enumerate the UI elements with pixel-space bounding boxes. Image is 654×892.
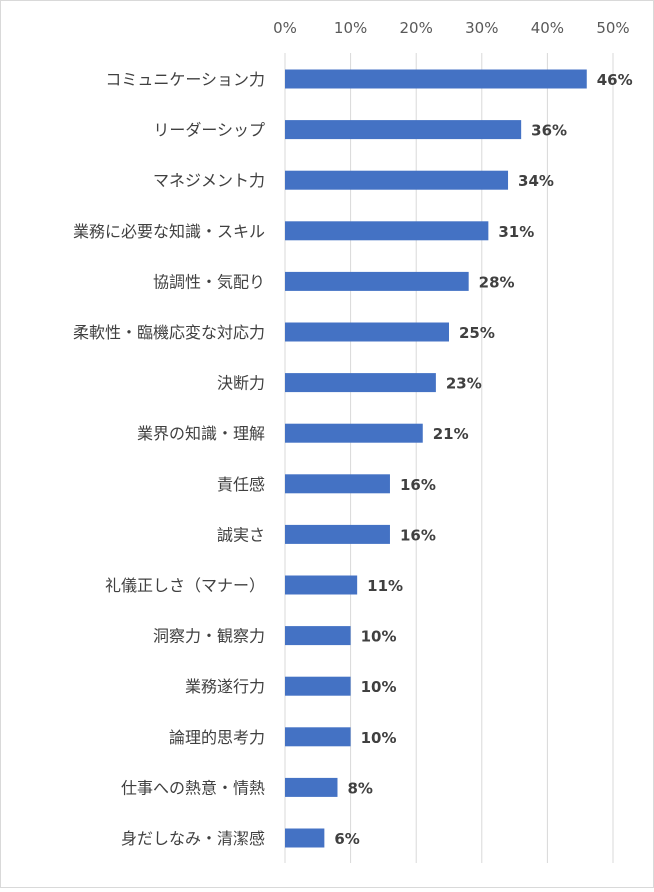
category-label: 論理的思考力 — [169, 728, 265, 747]
data-label: 10% — [361, 729, 397, 747]
data-label: 10% — [361, 678, 397, 696]
category-label: 誠実さ — [217, 525, 265, 544]
data-labels: 46% 36% 34% 31% 28% 25% 23% 21% 16% 16% 11% 10% 10% 1… — [334, 71, 632, 848]
bar — [285, 423, 423, 443]
category-label: 業界の知識・理解 — [137, 424, 265, 443]
x-tick-label: 30% — [465, 19, 498, 37]
category-labels: コミュニケーション力リーダーシップマネジメント力業務に必要な知識・スキル協調性・… — [73, 70, 265, 848]
category-label: 柔軟性・臨機応変な対応力 — [73, 323, 265, 342]
bar — [285, 373, 436, 393]
bar — [285, 626, 351, 646]
category-label: 礼儀正しさ（マナー） — [105, 576, 265, 595]
data-label: 23% — [446, 375, 482, 393]
category-label: 責任感 — [217, 475, 265, 494]
data-label: 10% — [361, 628, 397, 646]
bars — [285, 69, 587, 848]
bar — [285, 575, 358, 595]
data-label: 34% — [518, 172, 554, 190]
category-label: 協調性・気配り — [153, 272, 265, 291]
data-label: 31% — [498, 223, 534, 241]
data-label: 6% — [334, 830, 359, 848]
data-label: 11% — [367, 577, 403, 595]
data-label: 8% — [347, 779, 372, 797]
data-label: 16% — [400, 476, 436, 494]
data-label: 28% — [479, 273, 515, 291]
category-label: 決断力 — [217, 374, 265, 393]
category-label: コミュニケーション力 — [105, 70, 265, 89]
bar — [285, 474, 390, 494]
category-label: 業務遂行力 — [185, 677, 265, 696]
bar — [285, 322, 449, 342]
category-label: マネジメント力 — [153, 171, 265, 190]
bar — [285, 524, 390, 544]
bar — [285, 120, 522, 140]
bar — [285, 777, 338, 797]
category-label: 仕事への熱意・情熱 — [121, 778, 265, 797]
data-label: 46% — [597, 71, 633, 89]
bar — [285, 727, 351, 747]
x-tick-label: 40% — [531, 19, 564, 37]
x-tick-label: 20% — [400, 19, 433, 37]
bar — [285, 170, 509, 190]
bar — [285, 676, 351, 696]
category-label: 業務に必要な知識・スキル — [73, 222, 265, 241]
x-tick-label: 0% — [273, 19, 297, 37]
category-label: 洞察力・観察力 — [153, 627, 265, 646]
bar — [285, 221, 489, 241]
data-label: 16% — [400, 526, 436, 544]
x-tick-label: 50% — [596, 19, 629, 37]
x-tick-label: 10% — [334, 19, 367, 37]
data-label: 21% — [433, 425, 469, 443]
x-axis-ticks: 0% 10% 20% 30% 40% 50% — [273, 19, 630, 37]
category-label: リーダーシップ — [153, 121, 265, 140]
bar — [285, 271, 469, 291]
data-label: 25% — [459, 324, 495, 342]
bar — [285, 69, 587, 89]
category-label: 身だしなみ・清潔感 — [121, 829, 265, 848]
data-label: 36% — [531, 122, 567, 140]
bar — [285, 828, 325, 848]
